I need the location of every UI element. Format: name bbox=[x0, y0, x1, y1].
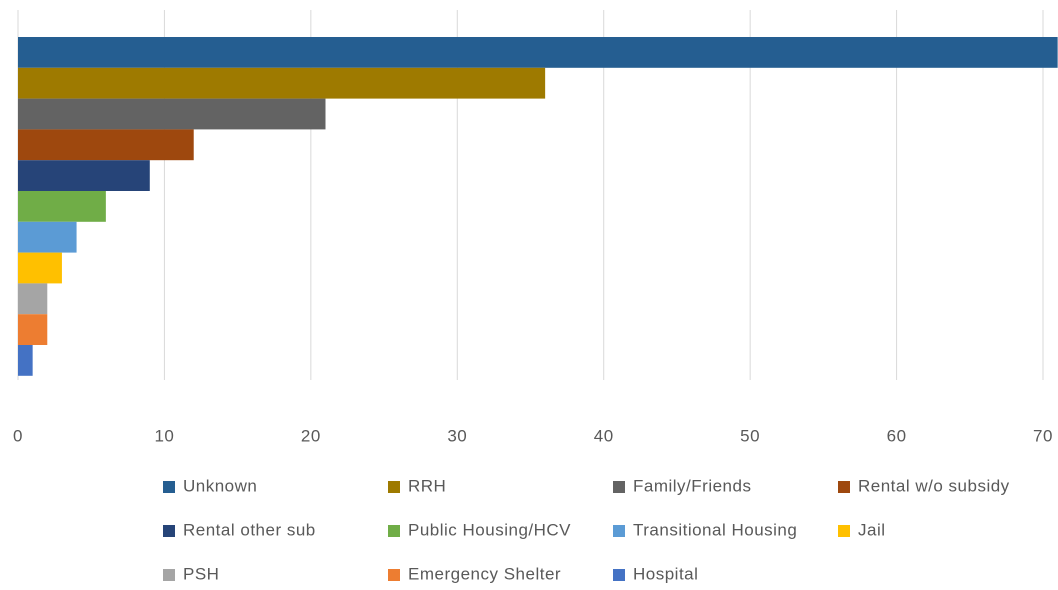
bar bbox=[18, 191, 106, 222]
legend-swatch bbox=[613, 525, 625, 537]
legend-label: Rental other sub bbox=[183, 520, 316, 539]
legend-label: Hospital bbox=[633, 564, 698, 583]
legend-swatch bbox=[388, 525, 400, 537]
bar bbox=[18, 252, 62, 284]
bar bbox=[18, 98, 326, 130]
legend-label: Transitional Housing bbox=[633, 520, 797, 539]
x-tick-label: 10 bbox=[154, 426, 174, 445]
legend-label: Unknown bbox=[183, 476, 257, 495]
x-tick-label: 20 bbox=[301, 426, 321, 445]
legend-label: PSH bbox=[183, 564, 219, 583]
legend-swatch bbox=[613, 569, 625, 581]
bar bbox=[18, 129, 194, 161]
legend-swatch bbox=[163, 525, 175, 537]
bar bbox=[18, 345, 33, 376]
x-tick-label: 60 bbox=[887, 426, 907, 445]
x-tick-label: 30 bbox=[447, 426, 467, 445]
legend-label: Family/Friends bbox=[633, 476, 751, 495]
bar bbox=[18, 314, 48, 345]
legend-swatch bbox=[838, 525, 850, 537]
x-tick-label: 50 bbox=[740, 426, 760, 445]
legend-label: Public Housing/HCV bbox=[408, 520, 571, 539]
x-tick-label: 70 bbox=[1033, 426, 1053, 445]
bar bbox=[18, 160, 150, 191]
legend-swatch bbox=[163, 481, 175, 493]
x-tick-label: 40 bbox=[594, 426, 614, 445]
legend-label: Emergency Shelter bbox=[408, 564, 561, 583]
legend-swatch bbox=[838, 481, 850, 493]
legend-swatch bbox=[163, 569, 175, 581]
bar bbox=[18, 283, 48, 315]
bar bbox=[18, 221, 77, 253]
legend-label: Jail bbox=[858, 520, 886, 539]
legend-label: Rental w/o subsidy bbox=[858, 476, 1010, 495]
legend-label: RRH bbox=[408, 476, 446, 495]
legend-swatch bbox=[388, 569, 400, 581]
legend-swatch bbox=[613, 481, 625, 493]
bar bbox=[18, 37, 1058, 68]
legend-swatch bbox=[388, 481, 400, 493]
x-tick-label: 0 bbox=[13, 426, 23, 445]
bar bbox=[18, 67, 546, 99]
